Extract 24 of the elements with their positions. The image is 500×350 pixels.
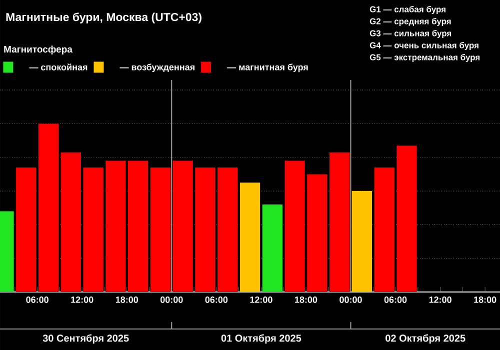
- x-tick-label: 18:00: [295, 296, 318, 303]
- text: G3 — сильная буря: [370, 30, 452, 38]
- x-tick-label: 06:00: [26, 296, 48, 303]
- chart-title: Магнитные бури, Москва (UTC+03): [6, 12, 202, 24]
- x-tick-label: 18:00: [116, 296, 138, 303]
- text: G1 — слабая буря: [370, 6, 446, 14]
- x-tick-label: 00:00: [160, 296, 183, 303]
- x-tick-label: 18:00: [474, 296, 496, 303]
- text: 30 Сентября 2025: [42, 334, 129, 344]
- legend-title: Магнитосфера: [4, 46, 73, 54]
- legend-label: — магнитная буря: [227, 64, 308, 72]
- x-tick-label: 12:00: [429, 296, 452, 303]
- legend-label: — спокойная: [29, 64, 88, 70]
- text: G5 — экстремальная буря: [370, 54, 480, 62]
- x-tick-label: 00:00: [340, 296, 362, 303]
- text: G2 — средняя буря: [370, 18, 451, 26]
- x-tick-label: 12:00: [250, 296, 272, 303]
- x-tick-label: 12:00: [71, 296, 94, 303]
- x-tick-label: 06:00: [205, 296, 228, 303]
- text: 01 Октября 2025: [221, 334, 302, 344]
- text: G4 — очень сильная буря: [370, 42, 478, 50]
- text: 02 Октября 2025: [386, 334, 466, 344]
- legend-label: — возбужденная: [120, 64, 194, 72]
- x-tick-label: 06:00: [384, 296, 407, 303]
